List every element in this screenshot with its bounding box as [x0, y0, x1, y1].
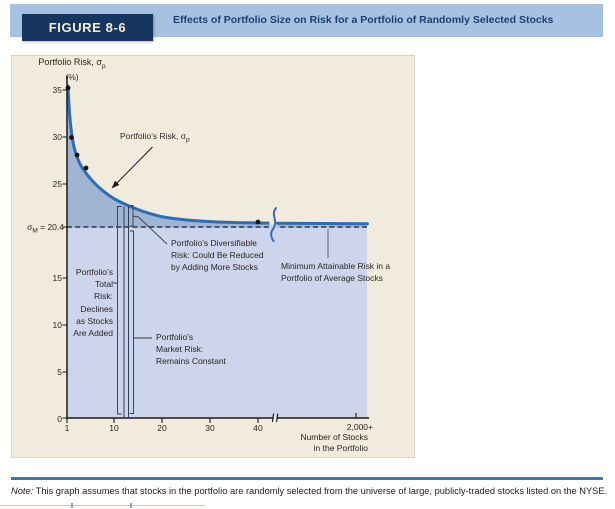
x-axis-break-gap: [273, 416, 277, 420]
y-tick-35: 35: [52, 85, 62, 95]
y-tick-30: 30: [52, 132, 62, 142]
minimum-risk-label: Minimum Attainable Risk in a Portfolio o…: [281, 261, 391, 283]
diversifiable-leader-line: [132, 215, 168, 245]
diversifiable-risk-label: Portfolio’s Diversifiable Risk: Could Be…: [171, 238, 264, 272]
risk-curve-after-break: [276, 221, 369, 226]
risk-chart: [62, 76, 369, 423]
y-tick-25: 25: [52, 179, 62, 189]
curve-pointer-arrowhead-icon: [111, 180, 120, 189]
reference-column-lines: [123, 205, 129, 418]
diversifiable-risk-bracket: [129, 205, 134, 227]
x-tick-10: 10: [109, 423, 119, 433]
figure-title: Effects of Portfolio Size on Risk for a …: [173, 14, 554, 26]
y-tick-5: 5: [57, 367, 62, 377]
cropped-fragment-tick: [130, 503, 132, 508]
x-tick-2000: 2,000+: [346, 422, 373, 432]
x-tick-marks: [66, 413, 357, 423]
diversifiable-risk-region-fill: [67, 87, 367, 228]
market-risk-label: Portfolio’s Market Risk: Remains Constan…: [156, 332, 226, 366]
figure-number-box: FIGURE 8-6: [22, 14, 153, 41]
y-tick-marks: [62, 89, 67, 419]
x-axis-title: Number of Stocks in the Portfolio: [300, 432, 368, 453]
y-tick-0: 0: [57, 414, 62, 424]
note-divider-rule: [11, 477, 603, 480]
risk-curve: [66, 84, 271, 225]
y-axis-unit: (%): [65, 71, 79, 82]
cropped-fragment-tick: [71, 503, 73, 508]
y-tick-15: 15: [52, 273, 62, 283]
x-tick-1: 1: [64, 423, 70, 433]
curve-pointer-arrow: [114, 146, 153, 186]
figure-number-label: FIGURE 8-6: [48, 20, 127, 35]
cropped-content-fragment: [0, 505, 205, 506]
curve-break-gap-lower: [269, 224, 278, 242]
y-tick-10: 10: [52, 320, 62, 330]
y-axis-title: Portfolio Risk, σp (%): [26, 57, 118, 83]
market-risk-region-fill: [67, 227, 367, 418]
total-risk-label: Portfolio’s Total Risk: Declines as Stoc…: [73, 267, 113, 339]
total-risk-bracket: [113, 206, 122, 415]
figure-note: Note: This graph assumes that stocks in …: [11, 486, 608, 496]
x-tick-40: 40: [253, 423, 263, 433]
sigma-m-label: σM = 20.4: [27, 222, 64, 235]
market-risk-bracket: [129, 230, 152, 414]
x-tick-30: 30: [205, 423, 215, 433]
x-tick-20: 20: [157, 423, 167, 433]
data-point-dots: [65, 85, 261, 225]
x-axis-break-icon: [271, 413, 279, 423]
curve-label: Portfolio’s Risk, σp: [120, 131, 190, 144]
curve-break-icon: [270, 207, 277, 242]
